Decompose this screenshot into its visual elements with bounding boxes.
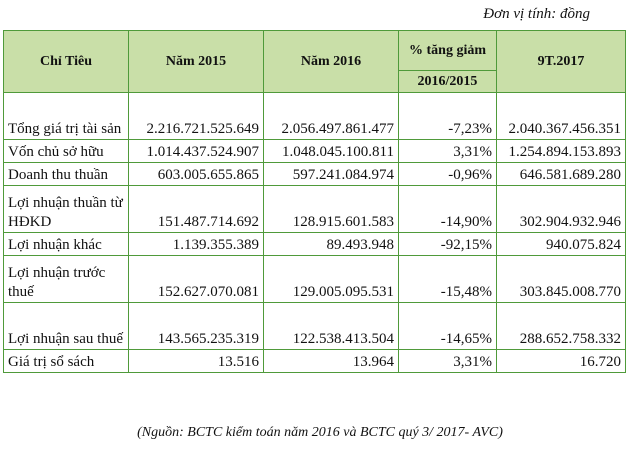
value-pct: -15,48% <box>398 255 497 303</box>
value-pct: -0,96% <box>398 162 497 186</box>
table-row: Doanh thu thuần 603.005.655.865 597.241.… <box>3 162 626 186</box>
row-label: Lợi nhuận thuần từ HĐKD <box>3 185 129 233</box>
value-2016: 89.493.948 <box>263 232 399 256</box>
header-criteria: Chỉ Tiêu <box>3 30 129 93</box>
value-pct: -7,23% <box>398 92 497 140</box>
value-2015: 603.005.655.865 <box>128 162 264 186</box>
value-2015: 2.216.721.525.649 <box>128 92 264 140</box>
value-2015: 151.487.714.692 <box>128 185 264 233</box>
header-2015: Năm 2015 <box>128 30 264 93</box>
table-row: Tổng giá trị tài sản 2.216.721.525.649 2… <box>3 92 626 140</box>
value-9t-2017: 16.720 <box>496 349 626 373</box>
value-2016: 1.048.045.100.811 <box>263 139 399 163</box>
value-2015: 152.627.070.081 <box>128 255 264 303</box>
value-9t-2017: 646.581.689.280 <box>496 162 626 186</box>
row-label: Lợi nhuận khác <box>3 232 129 256</box>
row-label: Lợi nhuận sau thuế <box>3 302 129 350</box>
value-9t-2017: 302.904.932.946 <box>496 185 626 233</box>
unit-note: Đơn vị tính: đồng <box>483 6 590 22</box>
value-pct: -92,15% <box>398 232 497 256</box>
value-2015: 143.565.235.319 <box>128 302 264 350</box>
value-2016: 122.538.413.504 <box>263 302 399 350</box>
value-9t-2017: 2.040.367.456.351 <box>496 92 626 140</box>
value-pct: -14,65% <box>398 302 497 350</box>
row-label: Tổng giá trị tài sản <box>3 92 129 140</box>
value-9t-2017: 1.254.894.153.893 <box>496 139 626 163</box>
source-note: (Nguồn: BCTC kiểm toán năm 2016 và BCTC … <box>137 425 503 440</box>
table-row: Lợi nhuận thuần từ HĐKD 151.487.714.692 … <box>3 185 626 233</box>
value-2016: 597.241.084.974 <box>263 162 399 186</box>
table-row: Vốn chủ sở hữu 1.014.437.524.907 1.048.0… <box>3 139 626 163</box>
value-pct: -14,90% <box>398 185 497 233</box>
value-9t-2017: 303.845.008.770 <box>496 255 626 303</box>
table-row: Giá trị sổ sách 13.516 13.964 3,31% 16.7… <box>3 349 626 373</box>
row-label: Doanh thu thuần <box>3 162 129 186</box>
value-pct: 3,31% <box>398 139 497 163</box>
table-row: Lợi nhuận khác 1.139.355.389 89.493.948 … <box>3 232 626 256</box>
value-2015: 1.139.355.389 <box>128 232 264 256</box>
header-pct-period: 2016/2015 <box>398 70 497 93</box>
table-row: Lợi nhuận sau thuế 143.565.235.319 122.5… <box>3 302 626 350</box>
header-9t-2017: 9T.2017 <box>496 30 626 93</box>
value-9t-2017: 288.652.758.332 <box>496 302 626 350</box>
value-2016: 13.964 <box>263 349 399 373</box>
table-row: Lợi nhuận trước thuế 152.627.070.081 129… <box>3 255 626 303</box>
financial-table: Chỉ Tiêu Năm 2015 Năm 2016 % tăng giảm 9… <box>3 30 626 373</box>
value-2015: 1.014.437.524.907 <box>128 139 264 163</box>
row-label: Vốn chủ sở hữu <box>3 139 129 163</box>
header-2016: Năm 2016 <box>263 30 399 93</box>
header-pct-change: % tăng giảm <box>398 30 497 71</box>
row-label: Giá trị sổ sách <box>3 349 129 373</box>
value-pct: 3,31% <box>398 349 497 373</box>
row-label: Lợi nhuận trước thuế <box>3 255 129 303</box>
value-2016: 2.056.497.861.477 <box>263 92 399 140</box>
value-2016: 128.915.601.583 <box>263 185 399 233</box>
value-2016: 129.005.095.531 <box>263 255 399 303</box>
value-9t-2017: 940.075.824 <box>496 232 626 256</box>
value-2015: 13.516 <box>128 349 264 373</box>
